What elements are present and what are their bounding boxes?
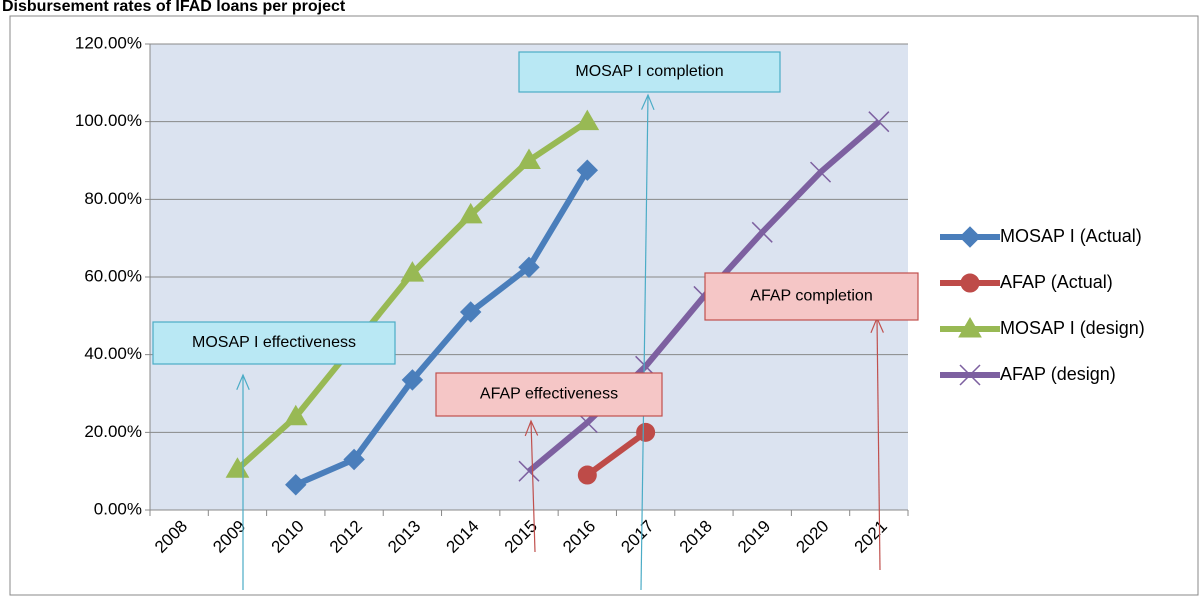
marker — [868, 111, 890, 133]
marker — [518, 256, 540, 278]
y-tick-label: 0.00% — [94, 499, 142, 518]
y-tick-label: 80.00% — [84, 189, 142, 208]
legend-label: AFAP (Actual) — [1000, 272, 1113, 292]
annotation-arrow — [530, 420, 536, 553]
marker — [458, 202, 483, 224]
marker — [518, 460, 540, 482]
chart-title: Disbursement rates of IFAD loans per pro… — [2, 0, 346, 15]
annotation-arrow — [876, 317, 881, 571]
marker — [959, 364, 981, 386]
y-tick-label: 100.00% — [75, 111, 142, 130]
annotation-text: MOSAP I completion — [575, 63, 723, 80]
annotation-box — [518, 51, 781, 93]
y-tick-label: 20.00% — [84, 422, 142, 441]
annotation-box — [152, 321, 396, 365]
marker — [577, 465, 597, 485]
y-tick-label: 120.00% — [75, 33, 142, 52]
annotation-arrow — [640, 94, 649, 591]
annotation-box — [435, 372, 663, 417]
arrow-head — [524, 419, 539, 437]
y-tick-label: 60.00% — [84, 266, 142, 285]
annotation-text: MOSAP I effectiveness — [192, 334, 356, 351]
marker — [960, 273, 980, 293]
marker — [285, 474, 307, 496]
y-tick-label: 40.00% — [84, 344, 142, 363]
legend-label: AFAP (design) — [1000, 364, 1116, 384]
arrow-head — [236, 373, 250, 390]
annotation-box — [704, 272, 919, 321]
marker — [576, 159, 599, 181]
marker — [343, 448, 365, 471]
marker — [810, 161, 832, 183]
series-line — [294, 168, 590, 488]
legend-label: MOSAP I (design) — [1000, 318, 1145, 338]
marker — [958, 317, 982, 338]
marker — [517, 148, 541, 169]
marker — [959, 226, 981, 248]
arrow-head — [641, 93, 655, 111]
marker — [751, 221, 773, 243]
annotation-text: AFAP completion — [750, 288, 872, 305]
marker — [636, 422, 656, 442]
marker — [575, 109, 600, 131]
series-line — [585, 429, 648, 478]
annotation-text: AFAP effectiveness — [480, 386, 618, 403]
marker — [459, 301, 482, 323]
legend-label: MOSAP I (Actual) — [1000, 226, 1142, 246]
marker — [401, 369, 424, 391]
marker — [400, 261, 425, 282]
marker — [283, 404, 308, 426]
